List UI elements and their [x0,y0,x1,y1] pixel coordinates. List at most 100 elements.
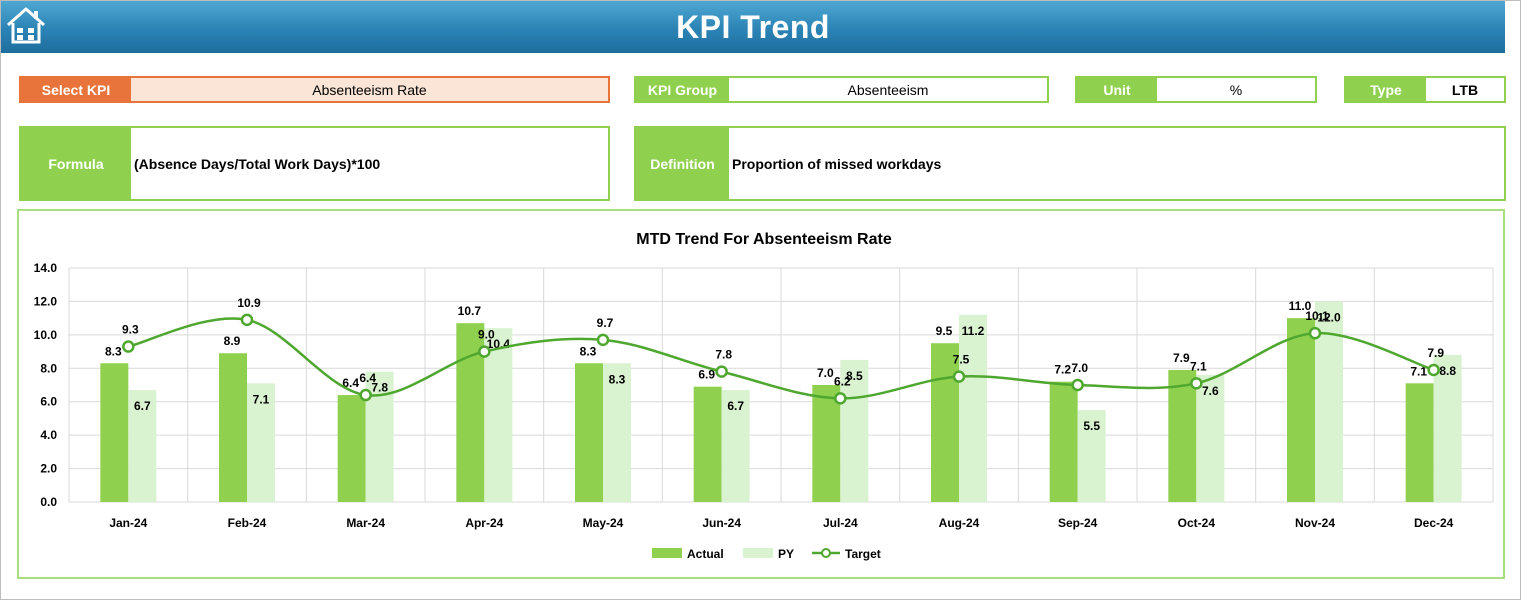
x-tick-label: Apr-24 [465,516,503,530]
x-tick-label: Jun-24 [702,516,741,530]
definition-value: Proportion of missed workdays [732,155,942,172]
py-bar [959,314,987,502]
py-bar [721,390,750,502]
unit-label: Unit [1077,78,1157,101]
x-tick-label: Jul-24 [823,516,858,530]
type-label: Type [1346,78,1426,101]
x-tick-label: Aug-24 [939,516,980,530]
y-tick-label: 8.0 [40,361,57,375]
x-tick-label: Jan-24 [109,516,147,530]
x-tick-label: Mar-24 [346,516,385,530]
y-tick-label: 12.0 [34,294,58,308]
target-data-label: 9.0 [478,328,495,342]
x-tick-label: Feb-24 [228,516,267,530]
target-data-label: 7.5 [953,353,970,367]
trend-chart-panel: MTD Trend For Absenteeism Rate 0.0 2.0 4.0… [17,209,1505,579]
page-title: KPI Trend [676,8,830,45]
actual-data-label: 6.9 [698,368,715,382]
actual-bar [1168,369,1197,502]
actual-data-label: 7.9 [1173,351,1190,365]
actual-data-label: 7.0 [817,366,834,380]
legend-py-swatch [743,548,773,558]
py-data-label: 8.3 [609,372,626,386]
legend-actual-label: Actual [687,547,724,561]
py-bar [603,363,631,502]
target-point [1427,363,1440,377]
py-data-label: 8.8 [1439,364,1456,378]
x-tick-label: Oct-24 [1178,516,1216,530]
py-bar [1196,374,1225,502]
target-data-label: 7.8 [715,348,732,362]
select-kpi-field[interactable]: Select KPI Absenteeism Rate [19,76,610,103]
target-data-label: 9.7 [597,316,614,330]
actual-bar [693,386,722,502]
select-kpi-dropdown[interactable]: Absenteeism Rate [131,78,608,101]
x-tick-label: Nov-24 [1295,516,1335,530]
target-data-label: 7.0 [1071,361,1088,375]
formula-value: (Absence Days/Total Work Days)*100 [134,155,381,172]
target-data-label: 7.1 [1190,359,1207,373]
target-point [478,345,491,358]
y-tick-label: 4.0 [40,428,57,442]
actual-data-label: 10.7 [458,304,482,318]
target-point [122,340,135,353]
target-data-label: 6.2 [834,374,851,388]
y-tick-label: 10.0 [34,328,58,342]
py-data-label: 6.7 [134,399,151,413]
actual-bar [931,343,959,502]
actual-data-label: 8.3 [580,344,597,358]
y-tick-label: 14.0 [34,261,58,275]
py-data-label: 11.2 [962,324,985,338]
target-point [1190,377,1203,390]
unit-value: % [1229,81,1243,98]
py-data-label: 7.8 [371,381,388,395]
actual-data-label: 9.5 [936,324,953,338]
target-data-label: 6.4 [359,371,376,385]
target-point [596,333,610,347]
target-data-label: 7.9 [1427,346,1444,360]
target-point [715,365,728,378]
legend-target-marker [821,548,831,558]
actual-bar [1287,318,1315,502]
home-icon[interactable] [4,5,48,45]
x-tick-label: Dec-24 [1414,516,1454,530]
actual-bar [1049,381,1078,502]
x-tick-label: Sep-24 [1058,516,1098,530]
py-bar [1433,354,1462,502]
actual-data-label: 6.4 [342,376,359,390]
target-point [834,392,847,405]
py-data-label: 6.7 [727,399,744,413]
actual-bar [100,363,129,502]
kpi-group-label: KPI Group [636,78,729,101]
header-bar: KPI Trend [1,1,1505,53]
target-point [1071,378,1084,392]
legend-actual-swatch [652,548,682,558]
target-point [952,370,966,383]
target-data-label: 10.9 [237,296,261,310]
target-point [1308,326,1322,340]
unit-field: Unit % [1075,76,1317,103]
kpi-group-value: Absenteeism [847,81,929,98]
y-tick-label: 6.0 [40,395,57,409]
actual-bar [219,353,247,502]
definition-label: Definition [636,128,729,199]
legend-target-label: Target [845,547,881,561]
legend-py-label: PY [778,547,794,561]
actual-data-label: 8.9 [224,334,241,348]
type-value: LTB [1451,81,1479,98]
py-bar [247,383,275,502]
py-data-label: 12.0 [1317,310,1341,324]
y-tick-label: 0.0 [40,495,57,509]
target-data-label: 10.1 [1305,309,1329,323]
py-data-label: 5.5 [1083,419,1100,433]
chart-title: MTD Trend For Absenteeism Rate [636,231,892,248]
target-point [359,388,372,402]
py-bar [1077,410,1106,502]
formula-label: Formula [21,128,131,199]
actual-data-label: 11.0 [1289,299,1312,313]
actual-data-label: 7.2 [1054,363,1071,377]
py-data-label: 8.5 [846,369,863,383]
trend-chart: MTD Trend For Absenteeism Rate 0.0 2.0 4.0… [34,231,1494,561]
py-data-label: 7.1 [253,392,270,406]
y-tick-label: 2.0 [40,462,57,476]
